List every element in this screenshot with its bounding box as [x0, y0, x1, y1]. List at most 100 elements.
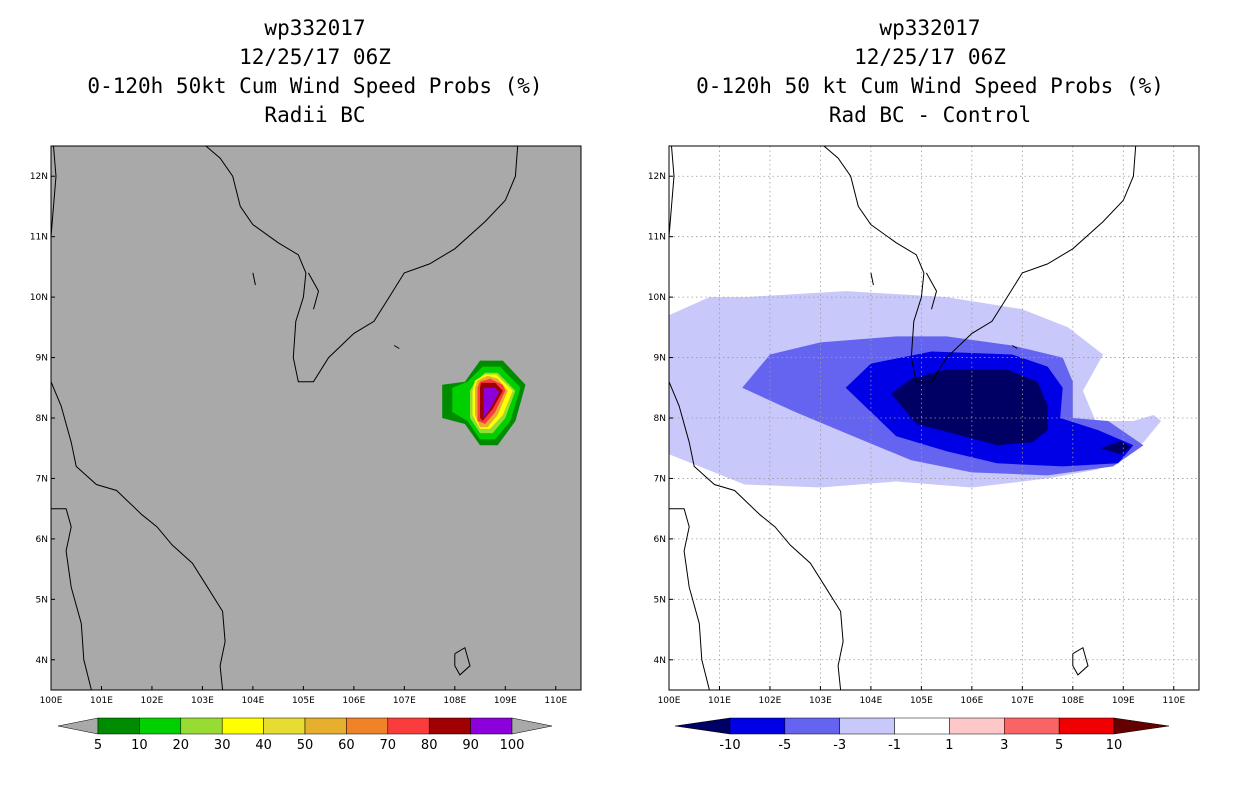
right-xtick-label-7: 107E: [1011, 696, 1034, 706]
left-coastline-5: [307, 272, 320, 310]
left-title-line-3: 0-120h 50kt Cum Wind Speed Probs (%): [87, 74, 543, 98]
left-colorbar-swatch-4: [263, 717, 306, 735]
left-colorbar-label-8: 80: [421, 738, 438, 753]
left-colorbar-swatch-2: [180, 717, 223, 735]
left-colorbar-swatch-9: [470, 717, 513, 735]
left-ytick-label-5: 9N: [36, 354, 48, 364]
right-colorbar-swatch-6: [1058, 717, 1115, 735]
right-colorbar-label-7: 10: [1106, 738, 1123, 753]
left-colorbar-label-9: 90: [462, 738, 479, 753]
right-xtick-label-9: 109E: [1112, 696, 1135, 706]
right-colorbar-over: [1113, 717, 1170, 735]
left-colorbar-label-7: 70: [380, 738, 397, 753]
left-colorbar-label-4: 40: [255, 738, 272, 753]
left-colorbar-label-1: 10: [131, 738, 148, 753]
right-coastline-3: [669, 508, 710, 690]
right-ytick-label-0: 4N: [654, 656, 666, 666]
right-coastlines: [669, 146, 1137, 690]
right-colorbar-swatch-5: [1004, 717, 1060, 735]
left-plot: 100E 101E 102E 103E 104E 105E 106E 107E 108E 109E…: [30, 145, 582, 753]
left-coastline-4: [454, 646, 471, 676]
left-colorbar: 5 10 20 30 40 50 60 70 80 90 100: [57, 717, 553, 753]
right-xtick-label-8: 108E: [1061, 696, 1084, 706]
right-ytick-label-3: 7N: [654, 474, 666, 484]
right-colorbar-label-2: -3: [833, 738, 846, 753]
left-contour-7: [483, 387, 500, 418]
right-xtick-label-5: 105E: [910, 696, 933, 706]
left-colorbar-under: [57, 717, 99, 735]
left-colorbar-label-0: 5: [94, 738, 102, 753]
right-colorbar-swatch-2: [839, 717, 895, 735]
right-coastline-7: [870, 272, 874, 286]
right-coastline-6: [1011, 345, 1018, 349]
left-colorbar-swatch-0: [97, 717, 140, 735]
right-ytick-label-7: 11N: [648, 233, 666, 243]
left-ytick-label-2: 6N: [36, 535, 48, 545]
left-colorbar-swatch-7: [387, 717, 430, 735]
left-ytick-label-1: 5N: [36, 595, 48, 605]
left-ytick-label-4: 8N: [36, 414, 48, 424]
right-colorbar-under: [674, 717, 731, 735]
right-xtick-label-2: 102E: [759, 696, 782, 706]
left-xtick-label-6: 106E: [342, 696, 365, 706]
left-xtick-label-9: 109E: [494, 696, 517, 706]
right-colorbar-swatch-3: [894, 717, 950, 735]
right-ytick-label-2: 6N: [654, 535, 666, 545]
right-xtick-label-10: 110E: [1162, 696, 1185, 706]
left-ytick-label-3: 7N: [36, 474, 48, 484]
left-colorbar-label-10: 100: [500, 738, 525, 753]
right-colorbar: -10 -5 -3 -1 1 3 5 10: [674, 717, 1170, 753]
left-xtick-label-4: 104E: [241, 696, 264, 706]
right-colorbar-label-3: -1: [888, 738, 901, 753]
right-xtick-label-4: 104E: [859, 696, 882, 706]
left-xtick-label-1: 101E: [90, 696, 113, 706]
right-colorbar-swatch-0: [729, 717, 786, 735]
left-xtick-label-8: 108E: [443, 696, 466, 706]
right-title-line-1: wp332017: [879, 16, 981, 40]
right-ytick-label-1: 5N: [654, 595, 666, 605]
left-colorbar-label-5: 50: [297, 738, 314, 753]
left-coastline-0: [205, 146, 519, 383]
left-xtick-label-0: 100E: [40, 696, 63, 706]
right-colorbar-label-4: 1: [945, 738, 953, 753]
right-xtick-label-1: 101E: [708, 696, 731, 706]
left-ytick-label-0: 4N: [36, 656, 48, 666]
right-xtick-label-6: 106E: [960, 696, 983, 706]
right-colorbar-label-5: 3: [1000, 738, 1008, 753]
right-xtick-label-0: 100E: [658, 696, 681, 706]
left-colorbar-swatch-1: [139, 717, 182, 735]
left-title-line-2: 12/25/17 06Z: [239, 45, 391, 69]
left-colorbar-swatch-8: [428, 717, 471, 735]
right-xtick-label-3: 103E: [809, 696, 832, 706]
right-colorbar-swatch-1: [784, 717, 840, 735]
left-chart-title: wp332017 12/25/17 06Z 0-120h 50kt Cum Wind…: [40, 14, 590, 130]
left-colorbar-over: [511, 717, 553, 735]
left-xtick-label-3: 103E: [191, 696, 214, 706]
left-coastlines: [51, 146, 519, 690]
right-coastline-1: [669, 146, 675, 237]
right-colorbar-label-6: 5: [1055, 738, 1063, 753]
right-title-line-3: 0-120h 50 kt Cum Wind Speed Probs (%): [696, 74, 1164, 98]
left-title-line-1: wp332017: [264, 16, 366, 40]
right-title-line-2: 12/25/17 06Z: [854, 45, 1006, 69]
right-coastline-2: [669, 381, 844, 690]
right-chart-title: wp332017 12/25/17 06Z 0-120h 50 kt Cum Win…: [650, 14, 1210, 130]
right-ytick-label-5: 9N: [654, 354, 666, 364]
left-xtick-label-7: 107E: [393, 696, 416, 706]
right-coastline-5: [925, 272, 938, 310]
left-xtick-label-10: 110E: [544, 696, 567, 706]
right-contour-3: [891, 369, 1048, 446]
left-colorbar-swatch-3: [221, 717, 264, 735]
right-colorbar-label-0: -10: [719, 738, 740, 753]
left-colorbar-swatch-5: [304, 717, 347, 735]
right-coastline-4: [1072, 646, 1089, 676]
left-ytick-label-7: 11N: [30, 233, 48, 243]
right-colorbar-swatch-4: [949, 717, 1005, 735]
left-coastline-1: [51, 146, 57, 237]
left-colorbar-label-6: 60: [338, 738, 355, 753]
left-ytick-label-6: 10N: [30, 293, 48, 303]
left-title-line-4: Radii BC: [264, 103, 366, 127]
left-coastline-2: [51, 381, 226, 690]
right-plot: 100E 101E 102E 103E 104E 105E 106E 107E 108E 109E…: [648, 145, 1200, 753]
